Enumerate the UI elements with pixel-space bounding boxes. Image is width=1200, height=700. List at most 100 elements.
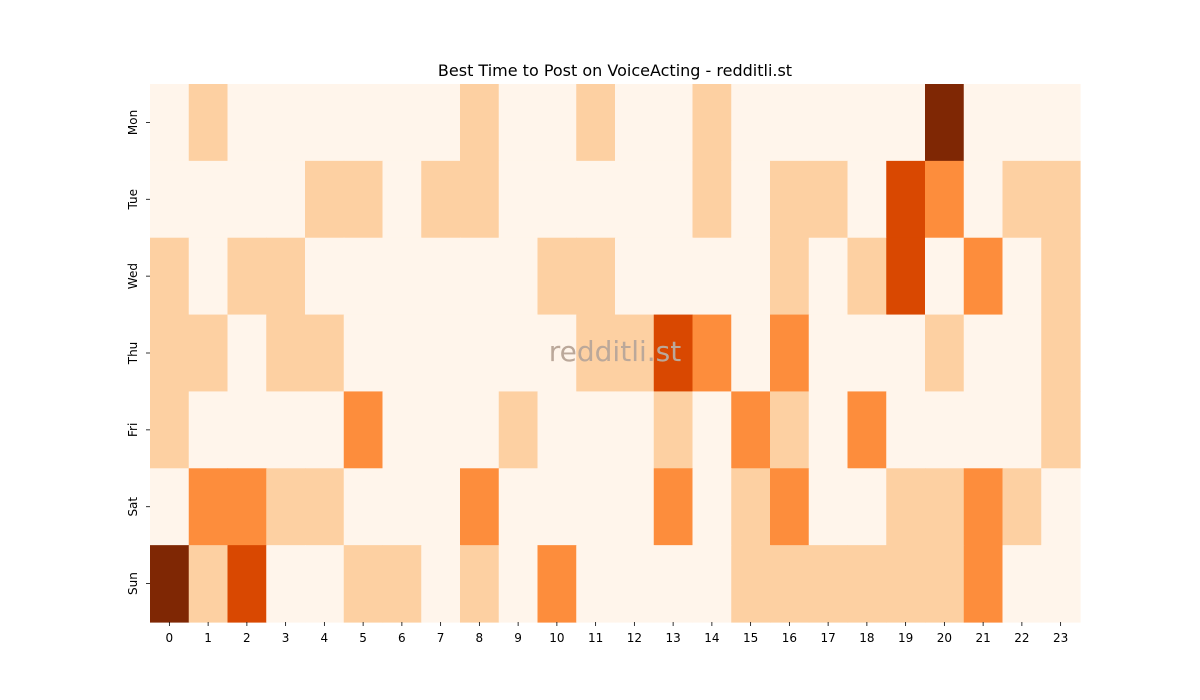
x-tick-label: 19 [898, 631, 913, 645]
heatmap-cell-fri-9 [498, 391, 539, 469]
heatmap-cell-thu-3 [266, 314, 306, 393]
heatmap-cell-tue-6 [382, 160, 422, 239]
heatmap-cell-tue-14 [692, 160, 732, 239]
heatmap-cell-tue-20 [925, 160, 965, 239]
heatmap-cell-fri-19 [886, 391, 926, 469]
heatmap-cell-sat-23 [1041, 468, 1081, 546]
chart-title: Best Time to Post on VoiceActing - reddi… [438, 61, 792, 80]
heatmap-cell-sun-18 [847, 545, 887, 623]
heatmap-cell-thu-22 [1002, 314, 1042, 393]
heatmap-cell-sun-8 [460, 545, 500, 623]
heatmap-cell-sat-18 [847, 468, 887, 546]
x-tick-label: 3 [282, 631, 290, 645]
x-tick-label: 10 [549, 631, 564, 645]
heatmap-cell-sun-20 [925, 545, 965, 623]
heatmap-cell-thu-23 [1041, 314, 1081, 393]
heatmap-cell-sat-11 [576, 468, 616, 546]
heatmap-cell-wed-16 [770, 237, 810, 316]
heatmap-cell-fri-22 [1002, 391, 1042, 469]
heatmap-cell-thu-16 [770, 314, 810, 393]
heatmap-cell-mon-2 [227, 84, 267, 162]
heatmap-cell-tue-12 [615, 160, 655, 239]
x-tick-label: 4 [321, 631, 329, 645]
heatmap-cell-sat-12 [615, 468, 655, 546]
heatmap-cell-fri-1 [188, 391, 229, 469]
heatmap-cell-mon-3 [266, 84, 306, 162]
heatmap-cell-wed-19 [886, 237, 926, 316]
heatmap-cell-tue-11 [576, 160, 616, 239]
heatmap-cell-wed-18 [847, 237, 887, 316]
heatmap-cell-thu-12 [615, 314, 655, 393]
y-tick-label: Wed [126, 263, 140, 289]
heatmap-cell-fri-16 [770, 391, 810, 469]
x-tick-label: 1 [204, 631, 212, 645]
heatmap-cell-fri-23 [1041, 391, 1081, 469]
heatmap-cell-sat-7 [421, 468, 461, 546]
heatmap-cell-thu-14 [692, 314, 732, 393]
heatmap-cell-mon-6 [382, 84, 422, 162]
heatmap-cell-mon-20 [925, 84, 965, 162]
heatmap-cell-fri-21 [963, 391, 1004, 469]
heatmap-cell-mon-9 [498, 84, 539, 162]
x-tick-label: 2 [243, 631, 251, 645]
heatmap-cell-tue-9 [498, 160, 539, 239]
x-tick-label: 6 [398, 631, 406, 645]
heatmap-cell-wed-6 [382, 237, 422, 316]
heatmap-cell-mon-5 [343, 84, 384, 162]
heatmap-cell-sat-4 [305, 468, 345, 546]
heatmap-cell-mon-7 [421, 84, 461, 162]
heatmap-cell-fri-18 [847, 391, 887, 469]
heatmap-cell-wed-7 [421, 237, 461, 316]
heatmap-cell-wed-8 [460, 237, 500, 316]
y-tick-label: Tue [126, 189, 140, 211]
heatmap-cell-sat-1 [188, 468, 229, 546]
heatmap-cell-wed-9 [498, 237, 539, 316]
heatmap-cell-sat-8 [460, 468, 500, 546]
heatmap-cell-sun-12 [615, 545, 655, 623]
x-tick-label: 8 [476, 631, 484, 645]
heatmap-cell-fri-3 [266, 391, 306, 469]
heatmap-cell-tue-21 [963, 160, 1004, 239]
y-tick-label: Thu [126, 342, 140, 366]
heatmap-cell-wed-13 [653, 237, 694, 316]
heatmap-cell-mon-8 [460, 84, 500, 162]
heatmap-cell-sat-10 [537, 468, 577, 546]
heatmap-cell-fri-0 [150, 391, 190, 469]
y-axis: Mon Tue Wed Thu Fri Sat Sun [126, 110, 150, 595]
y-tick-label: Sun [126, 572, 140, 595]
heatmap-cell-tue-5 [343, 160, 384, 239]
heatmap-cell-wed-11 [576, 237, 616, 316]
heatmap-cell-mon-13 [653, 84, 694, 162]
heatmap-cell-sun-4 [305, 545, 345, 623]
x-tick-label: 5 [359, 631, 367, 645]
x-tick-label: 20 [937, 631, 952, 645]
heatmap-cell-thu-15 [731, 314, 771, 393]
heatmap-cell-fri-15 [731, 391, 771, 469]
heatmap-cell-fri-13 [653, 391, 694, 469]
y-tick-label: Fri [126, 423, 140, 437]
heatmap-cell-thu-21 [963, 314, 1004, 393]
heatmap-cell-fri-17 [808, 391, 849, 469]
heatmap-cell-wed-12 [615, 237, 655, 316]
heatmap-cell-sun-10 [537, 545, 577, 623]
heatmap-cell-wed-21 [963, 237, 1004, 316]
heatmap-cell-wed-15 [731, 237, 771, 316]
heatmap-cell-wed-0 [150, 237, 190, 316]
heatmap-cell-sat-20 [925, 468, 965, 546]
heatmap-cell-thu-5 [343, 314, 384, 393]
heatmap-cell-wed-4 [305, 237, 345, 316]
heatmap-cell-mon-0 [150, 84, 190, 162]
y-tick-label: Mon [126, 110, 140, 135]
heatmap-cell-sun-9 [498, 545, 539, 623]
watermark-text: redditli.st [549, 335, 681, 368]
heatmap-cell-mon-17 [808, 84, 849, 162]
heatmap-cell-sat-15 [731, 468, 771, 546]
heatmap-cell-sat-14 [692, 468, 732, 546]
heatmap-cell-fri-20 [925, 391, 965, 469]
heatmap-cell-tue-2 [227, 160, 267, 239]
heatmap-cell-mon-4 [305, 84, 345, 162]
heatmap-cell-thu-1 [188, 314, 229, 393]
x-tick-label: 17 [820, 631, 835, 645]
x-tick-label: 14 [704, 631, 719, 645]
